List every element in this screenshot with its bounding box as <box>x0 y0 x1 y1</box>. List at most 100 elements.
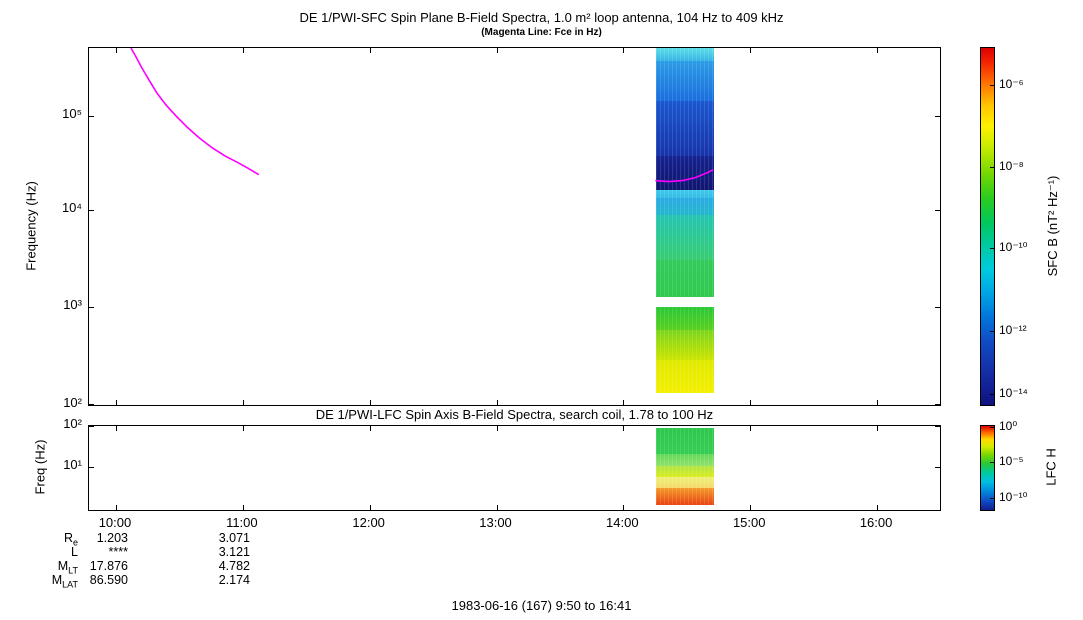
y-tick-mark <box>89 467 94 469</box>
orbit-param-value: 4.782 <box>218 559 250 573</box>
y-tick-mark <box>89 307 94 309</box>
x-tick-mark <box>623 48 625 53</box>
orbit-row-re: Re 1.203 3.071 <box>0 531 300 548</box>
orbit-param-value: 17.876 <box>89 559 128 573</box>
orbit-row-mlt: MLT 17.876 4.782 <box>0 559 300 576</box>
y-tick-label: 10³ <box>63 297 82 313</box>
colorbar-tick-label: 10⁻¹² <box>999 322 1027 337</box>
orbit-row-l: L **** 3.121 <box>0 545 300 559</box>
colorbar-tick-label: 10⁻¹⁰ <box>999 489 1028 504</box>
spectrogram-band <box>655 477 714 489</box>
orbit-row-mlat: MLAT 86.590 2.174 <box>0 573 300 590</box>
x-tick-mark <box>496 48 498 53</box>
orbit-param-label: Re <box>63 531 78 548</box>
orbit-param-value: 1.203 <box>96 531 128 545</box>
spectrogram-band <box>655 60 714 101</box>
y-tick-mark <box>935 404 940 405</box>
sfc-colorbar-label: SFC B (nT² Hz⁻¹) <box>1045 175 1060 277</box>
spectrogram-band <box>655 190 714 198</box>
x-tick-mark <box>623 400 625 405</box>
x-tick-mark <box>496 426 498 431</box>
x-tick-label: 10:00 <box>98 515 132 530</box>
x-tick-mark <box>877 426 879 431</box>
spectrogram-band <box>655 260 714 298</box>
orbit-param-value: **** <box>108 545 128 559</box>
y-tick-label: 10⁵ <box>62 105 82 121</box>
spectrogram-band <box>655 330 714 360</box>
colorbar-tick-label: 10⁰ <box>999 418 1018 433</box>
x-tick-mark <box>115 505 117 510</box>
x-tick-mark <box>242 400 244 405</box>
x-tick-mark <box>115 426 117 431</box>
spectrogram-band <box>655 428 714 454</box>
spectrogram-band <box>655 48 714 61</box>
spectrogram-band <box>655 453 714 466</box>
colorbar-tick-mark <box>990 167 994 169</box>
spectrogram-band <box>655 155 714 191</box>
lfc-plot-title: DE 1/PWI-LFC Spin Axis B-Field Spectra, … <box>315 407 714 422</box>
y-tick-mark <box>935 115 940 117</box>
y-tick-mark <box>935 467 940 469</box>
colorbar-tick-label: 10⁻⁸ <box>999 159 1024 174</box>
y-tick-mark <box>935 426 940 427</box>
spectrogram-band <box>655 465 714 478</box>
colorbar-tick-label: 10⁻⁶ <box>999 77 1024 92</box>
x-tick-mark <box>877 48 879 53</box>
x-tick-mark <box>242 505 244 510</box>
x-tick-mark <box>496 505 498 510</box>
x-tick-mark <box>750 505 752 510</box>
x-tick-mark <box>750 48 752 53</box>
colorbar-tick-mark <box>990 85 994 87</box>
orbit-param-value: 86.590 <box>89 573 128 587</box>
colorbar-tick-mark <box>990 462 994 464</box>
x-tick-mark <box>877 400 879 405</box>
spectrogram-band <box>655 307 714 331</box>
x-tick-label: 14:00 <box>606 515 639 530</box>
x-tick-mark <box>242 426 244 431</box>
y-tick-label: 10¹ <box>63 457 82 473</box>
colorbar-tick-label: 10⁻¹⁴ <box>999 385 1028 400</box>
colorbar-tick-mark <box>990 426 994 428</box>
orbit-param-label: L <box>71 545 78 559</box>
spectrogram-band <box>655 197 714 216</box>
colorbar-tick-mark <box>990 248 994 250</box>
x-tick-mark <box>369 48 371 53</box>
x-tick-mark <box>750 426 752 431</box>
y-tick-mark <box>935 307 940 309</box>
fce-line <box>130 48 260 176</box>
lfc-colorbar-label: LFC H <box>1043 448 1059 486</box>
x-tick-mark <box>242 48 244 53</box>
x-tick-label: 13:00 <box>479 515 512 530</box>
x-tick-mark <box>496 400 498 405</box>
spectrogram-band <box>655 215 714 261</box>
date-caption: 1983-06-16 (167) 9:50 to 16:41 <box>451 598 632 613</box>
sfc-plot-subtitle: (Magenta Line: Fce in Hz) <box>481 27 602 38</box>
x-tick-mark <box>369 400 371 405</box>
fce-line-overlay <box>130 48 714 183</box>
y-tick-mark <box>89 404 94 405</box>
colorbar-tick-mark <box>990 393 994 395</box>
lfc-colorbar <box>980 425 995 511</box>
colorbar-tick-mark <box>990 330 994 332</box>
x-tick-mark <box>115 400 117 405</box>
orbit-param-value: 3.121 <box>218 545 250 559</box>
x-tick-mark <box>623 426 625 431</box>
orbit-param-value: 3.071 <box>218 531 250 545</box>
spectrogram-data-column <box>655 426 714 510</box>
x-tick-mark <box>115 48 117 53</box>
colorbar-tick-label: 10⁻¹⁰ <box>999 240 1028 255</box>
x-tick-mark <box>623 505 625 510</box>
y-tick-mark <box>89 115 94 117</box>
orbit-param-value: 2.174 <box>218 573 250 587</box>
y-tick-mark <box>89 210 94 212</box>
y-tick-label: 10² <box>63 395 82 410</box>
sfc-plot-title: DE 1/PWI-SFC Spin Plane B-Field Spectra,… <box>299 10 784 25</box>
sfc-y-axis-label: Frequency (Hz) <box>23 181 39 271</box>
spectrogram-band <box>655 360 714 393</box>
x-tick-label: 12:00 <box>352 515 385 530</box>
x-tick-label: 16:00 <box>859 515 893 530</box>
x-tick-label: 11:00 <box>226 515 258 530</box>
spectrogram-band <box>655 488 714 506</box>
spectrogram-band <box>655 100 714 156</box>
x-tick-mark <box>750 400 752 405</box>
